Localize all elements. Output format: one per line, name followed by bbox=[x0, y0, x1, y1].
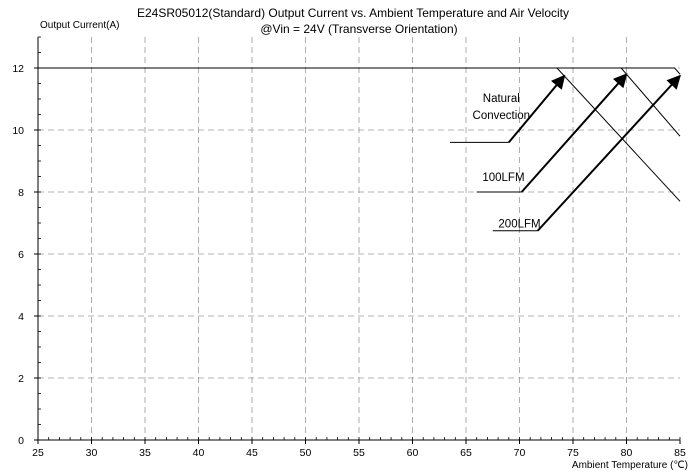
y-tick-label: 0 bbox=[18, 435, 24, 447]
series-line-3 bbox=[38, 67, 681, 75]
x-tick-label: 80 bbox=[621, 447, 633, 459]
x-tick-label: 75 bbox=[567, 447, 579, 459]
tick-labels: 25 30 35 40 45 50 55 60 65 70 75 80 85 0 2 4 6 8 10 12 bbox=[12, 63, 686, 459]
x-tick-label: 45 bbox=[246, 447, 258, 459]
series-lines bbox=[38, 67, 681, 202]
x-axis-label: Ambient Temperature (℃) bbox=[572, 460, 688, 471]
x-tick-label: 25 bbox=[32, 447, 44, 459]
chart-title: E24SR05012(Standard) Output Current vs. … bbox=[137, 6, 569, 20]
y-tick-label: 4 bbox=[18, 311, 24, 323]
y-tick-label: 12 bbox=[12, 63, 24, 75]
annotation-arrow bbox=[536, 74, 681, 232]
x-tick-label: 65 bbox=[460, 447, 472, 459]
x-tick-label: 85 bbox=[674, 447, 686, 459]
x-tick-label: 30 bbox=[86, 447, 98, 459]
annotation-arrow bbox=[508, 74, 566, 144]
y-tick-label: 2 bbox=[18, 373, 24, 385]
axes bbox=[34, 36, 681, 444]
annotation-arrow bbox=[520, 73, 628, 193]
x-tick-label: 70 bbox=[514, 447, 526, 459]
annotations: Natural Convection 100LFM 200LFM bbox=[449, 73, 681, 232]
x-tick-label: 50 bbox=[300, 447, 312, 459]
y-tick-label: 8 bbox=[18, 187, 24, 199]
annotation-label: 100LFM bbox=[482, 172, 524, 184]
annotation-label: 200LFM bbox=[498, 219, 540, 231]
annotation-label: Convection bbox=[473, 110, 531, 122]
x-tick-label: 55 bbox=[353, 447, 365, 459]
annotation-label: Natural bbox=[483, 93, 520, 105]
y-axis-label: Output Current(A) bbox=[40, 20, 119, 31]
chart-subtitle: @Vin = 24V (Transverse Orientation) bbox=[260, 22, 457, 36]
x-tick-label: 60 bbox=[407, 447, 419, 459]
x-tick-label: 40 bbox=[193, 447, 205, 459]
y-tick-label: 10 bbox=[12, 125, 24, 137]
y-tick-label: 6 bbox=[18, 249, 24, 261]
x-tick-label: 35 bbox=[139, 447, 151, 459]
